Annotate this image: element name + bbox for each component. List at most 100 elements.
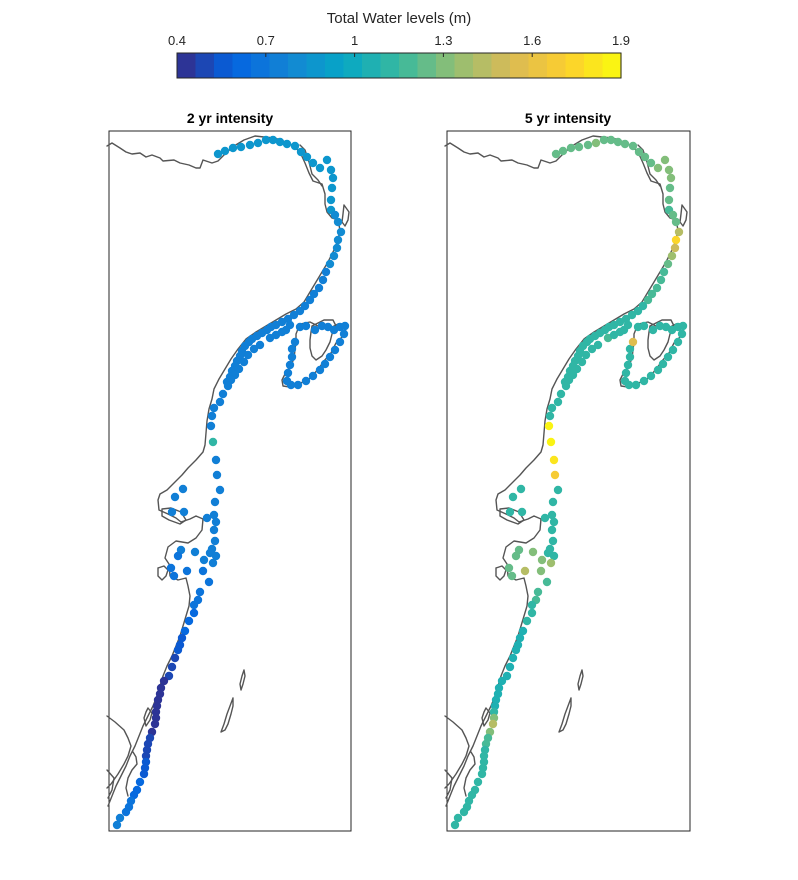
station-point	[340, 321, 350, 331]
station-point	[646, 158, 656, 168]
station-point	[677, 329, 687, 339]
station-point	[228, 143, 238, 153]
station-point	[159, 676, 169, 686]
station-point	[211, 517, 221, 527]
station-point	[321, 267, 331, 277]
colorbar-cell	[306, 53, 326, 78]
station-point	[548, 497, 558, 507]
station-point	[210, 497, 220, 507]
station-point	[659, 267, 669, 277]
colorbar-tick-label: 0.7	[257, 33, 275, 48]
coastline-segment	[157, 565, 169, 581]
station-point	[574, 142, 584, 152]
station-point	[540, 513, 550, 523]
station-point	[173, 645, 183, 655]
station-point	[548, 536, 558, 546]
station-point	[606, 135, 616, 145]
station-point	[318, 275, 328, 285]
station-point	[550, 470, 560, 480]
station-point	[115, 813, 125, 823]
station-point	[505, 662, 515, 672]
colorbar-frame	[176, 52, 622, 79]
station-point	[178, 484, 188, 494]
station-point	[517, 507, 527, 517]
station-point	[546, 437, 556, 447]
coastline-segment	[558, 697, 572, 733]
station-point	[287, 352, 297, 362]
station-point	[553, 485, 563, 495]
coastline-segment	[495, 565, 507, 581]
station-point	[301, 376, 311, 386]
colorbar-cell	[269, 53, 289, 78]
station-point	[648, 325, 658, 335]
station-point	[135, 777, 145, 787]
station-point	[325, 259, 335, 269]
station-point	[623, 360, 633, 370]
station-point	[653, 163, 663, 173]
station-point	[615, 327, 625, 337]
station-point	[674, 227, 684, 237]
station-point	[282, 376, 292, 386]
station-point	[671, 235, 681, 245]
station-point	[336, 227, 346, 237]
panel-title-5yr: 5 yr intensity	[525, 110, 612, 126]
station-point	[335, 337, 345, 347]
station-point	[556, 389, 566, 399]
station-point	[329, 251, 339, 261]
station-point	[282, 139, 292, 149]
station-point	[211, 455, 221, 465]
colorbar-cell	[380, 53, 400, 78]
colorbar-cell	[491, 53, 511, 78]
station-point	[542, 577, 552, 587]
station-point	[658, 359, 668, 369]
station-point	[527, 608, 537, 618]
coastline-segment	[577, 669, 584, 691]
station-point	[139, 769, 149, 779]
station-point	[549, 455, 559, 465]
station-point	[527, 600, 537, 610]
station-point	[613, 137, 623, 147]
station-point	[515, 633, 525, 643]
station-point	[255, 340, 265, 350]
station-point	[621, 368, 631, 378]
station-point	[634, 147, 644, 157]
station-point	[315, 365, 325, 375]
station-point	[290, 337, 300, 347]
colorbar-cell	[195, 53, 215, 78]
station-point	[167, 662, 177, 672]
station-point	[308, 158, 318, 168]
station-point	[209, 525, 219, 535]
station-point	[663, 352, 673, 362]
station-point	[489, 707, 499, 717]
station-point	[326, 165, 336, 175]
station-point	[599, 135, 609, 145]
colorbar-cell	[547, 53, 567, 78]
station-point	[308, 371, 318, 381]
station-point	[497, 676, 507, 686]
colorbar-cell	[584, 53, 604, 78]
station-point	[326, 195, 336, 205]
station-point	[593, 340, 603, 350]
station-point	[536, 566, 546, 576]
station-point	[545, 411, 555, 421]
colorbar-cell	[251, 53, 271, 78]
coastline-segment	[106, 769, 115, 799]
station-point	[141, 751, 151, 761]
colorbar-cell	[565, 53, 585, 78]
station-point	[206, 421, 216, 431]
station-point	[518, 626, 528, 636]
station-point	[243, 350, 253, 360]
station-point	[473, 777, 483, 787]
station-point	[322, 155, 332, 165]
station-point	[289, 310, 299, 320]
station-point	[223, 381, 233, 391]
station-point	[268, 135, 278, 145]
station-point	[631, 380, 641, 390]
station-point	[189, 600, 199, 610]
colorbar-cell	[510, 53, 530, 78]
station-point	[453, 813, 463, 823]
colorbar-cell	[325, 53, 345, 78]
station-point	[177, 633, 187, 643]
panel-title-2yr: 2 yr intensity	[187, 110, 274, 126]
